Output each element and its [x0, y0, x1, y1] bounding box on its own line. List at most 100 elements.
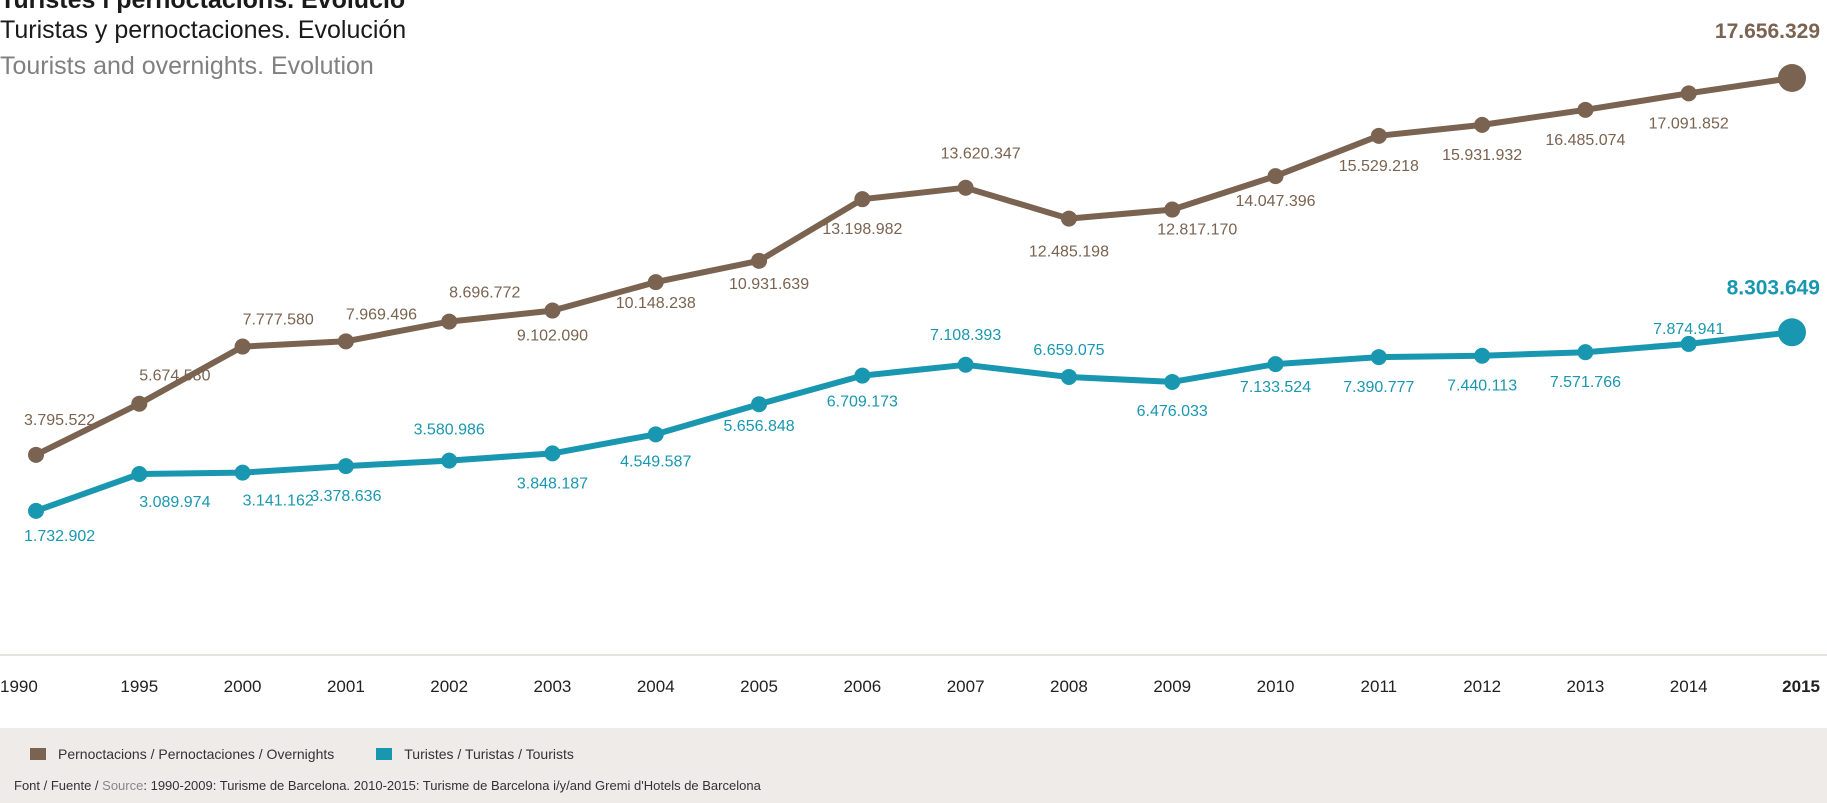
chart-footer: Pernoctacions / Pernoctaciones / Overnig…: [0, 728, 1827, 803]
data-label-tourists-2002: 3.580.986: [414, 422, 485, 439]
data-point-overnights-1990: [28, 446, 44, 463]
data-point-overnights-2010: [1267, 168, 1284, 185]
data-points-group: [28, 64, 1806, 519]
data-point-tourists-2006: [854, 367, 871, 384]
data-labels-group: 3.795.522 5.674.580 7.777.580 7.969.496 8.69…: [24, 20, 1820, 545]
data-point-tourists-2008: [1060, 368, 1077, 385]
data-point-tourists-2003: [544, 445, 561, 462]
data-label-tourists-2014: 7.874.941: [1653, 321, 1724, 338]
data-point-tourists-2013: [1577, 344, 1594, 361]
data-point-overnights-2008: [1060, 210, 1077, 227]
data-point-overnights-2014: [1680, 85, 1697, 102]
data-label-overnights-2013: 16.485.074: [1545, 132, 1625, 149]
data-label-overnights-1995: 5.674.580: [139, 368, 210, 385]
source-note: Font / Fuente / Source: 1990-2009: Turis…: [14, 778, 761, 793]
legend-swatch-overnights: [30, 748, 46, 760]
data-point-tourists-1995: [131, 465, 148, 482]
data-point-tourists-2005: [751, 396, 768, 413]
data-point-tourists-2011: [1370, 349, 1387, 366]
x-tick-label-2000: 2000: [224, 677, 262, 696]
data-label-tourists-2007: 7.108.393: [930, 327, 1001, 344]
series-lines-group: [34, 75, 1793, 514]
data-point-overnights-2002: [441, 313, 458, 330]
data-label-overnights-2014: 17.091.852: [1649, 115, 1729, 132]
data-point-tourists-2009: [1164, 373, 1181, 390]
data-label-overnights-2007: 13.620.347: [941, 146, 1021, 163]
data-point-tourists-2002: [441, 452, 458, 469]
x-tick-label-2009: 2009: [1153, 677, 1191, 696]
x-tick-label-2015: 2015: [1782, 677, 1820, 696]
source-text: : 1990-2009: Turisme de Barcelona. 2010-…: [143, 778, 761, 793]
data-point-overnights-2000: [234, 338, 251, 355]
data-label-overnights-2005: 10.931.639: [729, 276, 809, 293]
data-point-overnights-2009: [1164, 201, 1181, 218]
x-tick-label-2006: 2006: [843, 677, 881, 696]
line-chart: 3.795.522 5.674.580 7.777.580 7.969.496 8.69…: [0, 20, 1827, 696]
data-label-tourists-2008: 6.659.075: [1033, 342, 1104, 359]
data-point-tourists-2015: [1778, 318, 1806, 347]
source-label: Source: [102, 778, 144, 793]
data-label-tourists-2015: 8.303.649: [1727, 276, 1820, 299]
data-point-overnights-2015: [1778, 64, 1806, 92]
legend-swatch-tourists: [376, 748, 393, 760]
x-tick-label-2002: 2002: [430, 677, 468, 696]
data-label-overnights-2011: 15.529.218: [1339, 158, 1419, 175]
x-tick-label-2007: 2007: [947, 677, 985, 696]
x-tick-label-2001: 2001: [327, 677, 365, 696]
legend: Pernoctacions / Pernoctaciones / Overnig…: [30, 746, 616, 762]
legend-label-tourists: Turistes / Turistas / Tourists: [404, 746, 574, 762]
data-point-tourists-2000: [234, 464, 251, 481]
data-label-tourists-1990: 1.732.902: [24, 528, 95, 545]
data-label-overnights-2002: 8.696.772: [449, 285, 520, 302]
chart-title-catalan: Turistes i pernoctacions. Evolució: [0, 0, 406, 14]
legend-label-overnights: Pernoctacions / Pernoctaciones / Overnig…: [58, 746, 335, 762]
data-point-overnights-2007: [957, 179, 974, 196]
data-point-overnights-2012: [1474, 116, 1491, 133]
x-tick-label-2004: 2004: [637, 677, 675, 696]
data-label-tourists-2011: 7.390.777: [1343, 379, 1414, 396]
data-label-tourists-2010: 7.133.524: [1240, 379, 1311, 396]
data-label-overnights-2006: 13.198.982: [822, 221, 902, 238]
data-point-tourists-2001: [337, 458, 354, 475]
series-line-overnights: [34, 75, 1793, 458]
data-point-overnights-2005: [751, 252, 768, 269]
data-point-overnights-1995: [131, 395, 148, 412]
data-label-overnights-1990: 3.795.522: [24, 412, 95, 429]
data-label-overnights-2008: 12.485.198: [1029, 244, 1109, 261]
data-point-overnights-2011: [1370, 127, 1387, 144]
data-label-overnights-2015: 17.656.329: [1715, 20, 1820, 43]
data-label-overnights-2001: 7.969.496: [346, 306, 417, 323]
data-point-overnights-2013: [1577, 101, 1594, 118]
data-label-tourists-2009: 6.476.033: [1137, 403, 1208, 420]
data-label-overnights-2012: 15.931.932: [1442, 147, 1522, 164]
data-label-tourists-2013: 7.571.766: [1550, 374, 1621, 391]
legend-item-tourists: Turistes / Turistas / Tourists: [376, 746, 574, 762]
data-label-tourists-2004: 4.549.587: [620, 453, 691, 470]
data-label-overnights-2000: 7.777.580: [243, 312, 314, 329]
x-tick-label-1990: 1990: [0, 677, 38, 696]
x-tick-label-2014: 2014: [1670, 677, 1708, 696]
series-line-tourists: [34, 329, 1793, 514]
data-label-overnights-2009: 12.817.170: [1157, 222, 1237, 239]
chart-title-spanish: Turistas y pernoctaciones. Evolución: [0, 16, 407, 44]
chart-title-english: Tourists and overnights. Evolution: [0, 52, 374, 80]
data-label-tourists-2012: 7.440.113: [1447, 378, 1517, 395]
data-label-overnights-2010: 14.047.396: [1235, 193, 1315, 210]
data-point-tourists-2012: [1474, 347, 1491, 364]
x-tick-label-2005: 2005: [740, 677, 778, 696]
x-tick-label-2013: 2013: [1566, 677, 1604, 696]
data-label-tourists-2006: 6.709.173: [827, 394, 898, 411]
source-prefix: Font / Fuente /: [14, 778, 103, 793]
data-label-overnights-2004: 10.148.238: [616, 295, 696, 312]
data-label-tourists-2001: 3.378.636: [310, 488, 381, 505]
x-axis-ticks-group: 1990 1995 2000 2001 2002 2003 2004 2005 2006 2007…: [0, 677, 1820, 696]
data-point-tourists-2004: [647, 426, 664, 443]
data-point-overnights-2003: [544, 302, 561, 319]
legend-item-overnights: Pernoctacions / Pernoctaciones / Overnig…: [30, 746, 334, 762]
x-tick-label-2012: 2012: [1463, 677, 1501, 696]
data-point-tourists-2014: [1680, 335, 1697, 352]
data-point-tourists-2007: [957, 356, 974, 373]
data-label-tourists-2000: 3.141.162: [243, 493, 314, 510]
data-point-overnights-2001: [337, 333, 354, 350]
x-tick-label-1995: 1995: [120, 677, 158, 696]
